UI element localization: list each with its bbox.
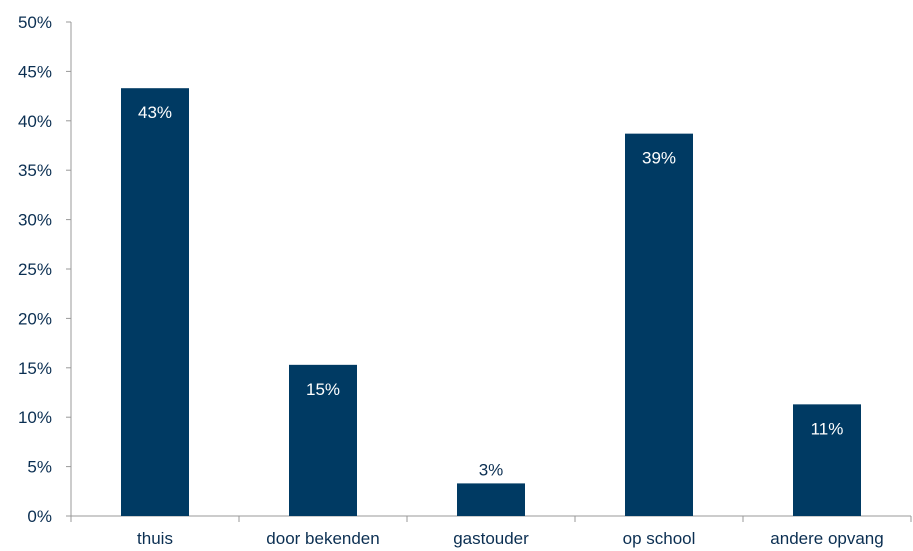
y-tick-label: 25% [18,260,52,279]
y-tick-label: 5% [27,458,52,477]
y-axis: 0% 5% 10% 15% 20% 25% 30% 35% 40% 45% 50% [18,13,72,526]
y-tick-label: 10% [18,408,52,427]
data-label: 15% [306,380,340,399]
y-tick-label: 35% [18,161,52,180]
y-tick-label: 45% [18,62,52,81]
x-tick-label: thuis [137,529,173,548]
x-tick-label: op school [623,529,696,548]
x-tick-label: gastouder [453,529,529,548]
data-label: 39% [642,149,676,168]
data-label: 3% [479,460,504,479]
y-tick-label: 30% [18,211,52,230]
y-tick-label: 15% [18,359,52,378]
bar-1 [289,364,357,516]
data-label: 11% [811,419,844,438]
y-tick-label: 50% [18,13,52,32]
data-labels: 43% 15% 3% 39% 11% [138,103,843,479]
x-tick-label: door bekenden [266,529,379,548]
y-tick-label: 40% [18,112,52,131]
x-tick-label: andere opvang [770,529,883,548]
bar-0 [121,88,189,517]
bar-3 [625,133,693,517]
bars [121,88,861,517]
data-label: 43% [138,103,172,122]
x-axis: thuis door bekenden gastouder op school ande… [66,515,912,548]
bar-2 [457,483,525,516]
y-tick-label: 0% [27,507,52,526]
bar-4 [793,404,861,516]
y-tick-label: 20% [18,309,52,328]
